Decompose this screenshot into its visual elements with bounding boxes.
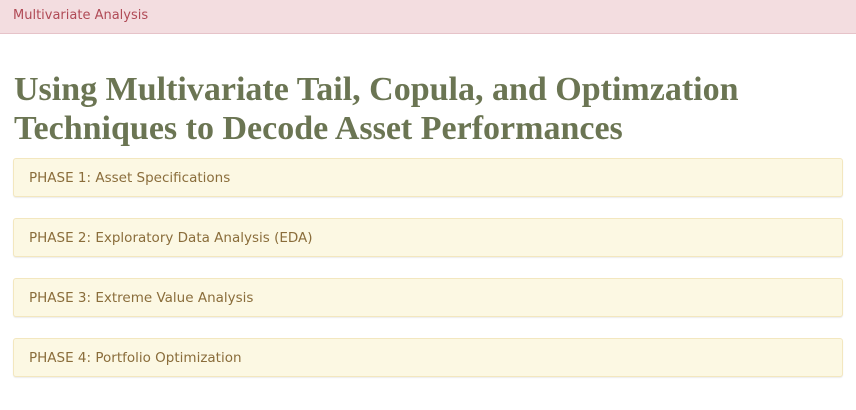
phase-1-title[interactable]: PHASE 1: Asset Specifications [29, 170, 231, 186]
phase-1-panel-header[interactable]: PHASE 1: Asset Specifications [13, 158, 843, 197]
phase-2-panel-header[interactable]: PHASE 2: Exploratory Data Analysis (EDA) [13, 218, 843, 257]
navbar-brand-link[interactable]: Multivariate Analysis [13, 8, 149, 23]
phase-3-title[interactable]: PHASE 3: Extreme Value Analysis [29, 290, 254, 306]
phase-2-title[interactable]: PHASE 2: Exploratory Data Analysis (EDA) [29, 230, 313, 246]
phase-4-title[interactable]: PHASE 4: Portfolio Optimization [29, 350, 242, 366]
phase-4-panel-header[interactable]: PHASE 4: Portfolio Optimization [13, 338, 843, 377]
phase-3-panel-header[interactable]: PHASE 3: Extreme Value Analysis [13, 278, 843, 317]
page-title: Using Multivariate Tail, Copula, and Opt… [14, 71, 739, 147]
navbar: Multivariate Analysis [0, 0, 856, 34]
